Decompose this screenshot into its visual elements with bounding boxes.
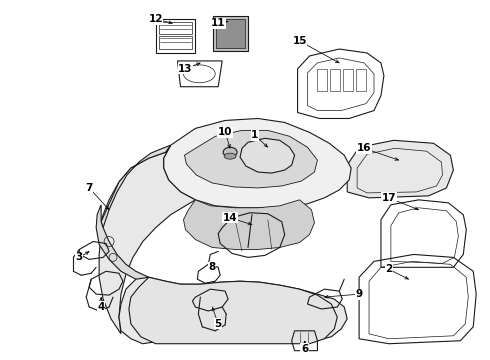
Polygon shape [347,140,453,198]
Bar [330,69,340,91]
Text: 4: 4 [98,302,105,312]
Text: 11: 11 [211,18,225,28]
Bar [159,22,193,34]
Text: 15: 15 [293,36,307,46]
Text: 1: 1 [251,130,259,140]
Polygon shape [99,145,196,334]
Bar [213,16,248,51]
Bar [156,19,196,53]
Bar [159,36,193,49]
Polygon shape [96,205,161,289]
Text: 13: 13 [178,64,193,74]
Text: 7: 7 [86,183,93,193]
Polygon shape [119,277,347,344]
Text: 3: 3 [75,252,83,262]
Text: 12: 12 [148,14,163,24]
Text: 10: 10 [218,127,232,138]
Text: 9: 9 [356,289,363,299]
Polygon shape [183,200,315,249]
Text: 14: 14 [223,213,238,223]
Bar [356,69,366,91]
Bar [318,69,327,91]
Polygon shape [164,118,351,208]
Text: 8: 8 [209,262,216,272]
Ellipse shape [223,147,237,157]
Ellipse shape [224,153,236,159]
Text: 17: 17 [382,193,396,203]
Polygon shape [240,138,294,173]
Polygon shape [184,130,318,188]
Text: 16: 16 [357,143,371,153]
Text: 2: 2 [385,264,392,274]
Bar [343,69,353,91]
Text: 6: 6 [301,344,308,354]
Polygon shape [101,145,171,228]
Polygon shape [129,277,337,344]
Text: 5: 5 [215,319,222,329]
Bar [216,19,245,48]
